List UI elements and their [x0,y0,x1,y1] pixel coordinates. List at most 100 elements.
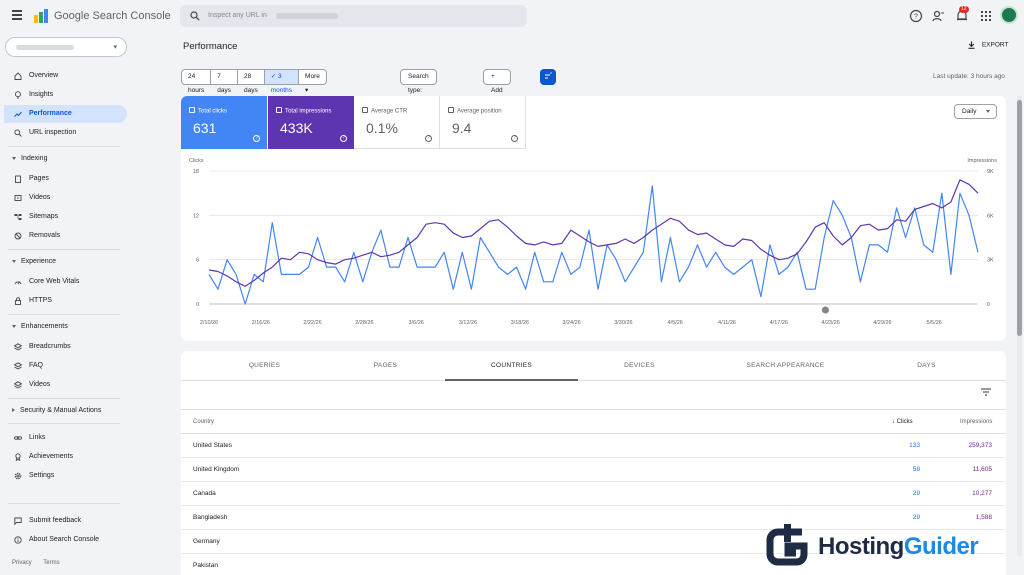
terms-link[interactable]: Terms [43,560,60,566]
x-tick-label: 2/16/26 [252,320,270,326]
sidebar-item-label: Removals [29,232,61,239]
range-7-days[interactable]: 7 days [211,70,238,94]
sidebar-item-insights[interactable]: Insights [4,86,127,104]
divider [8,146,120,147]
table-row[interactable]: United Kingdom 58 11,605 [181,458,1006,482]
tab-days[interactable]: DAYS [917,362,936,369]
scrollbar-thumb[interactable] [1017,100,1022,336]
checkbox-unchecked-icon [448,107,454,113]
watermark-text: HostingGuider [818,533,979,561]
x-tick-label: 4/5/26 [668,320,683,326]
right-tick-label: 0 [987,302,990,308]
checkbox-checked-icon [189,107,195,113]
table-row[interactable]: Bangladesh 29 1,588 [181,506,1006,530]
section-experience[interactable]: Experience [12,258,56,265]
sort-down-icon: ↓ [892,419,897,425]
sidebar-item-label: Videos [29,381,51,388]
section-security[interactable]: Security & Manual Actions [12,407,101,414]
table-row[interactable]: Pakistan [181,554,1006,575]
pages-icon [15,175,21,183]
sidebar-item-videos[interactable]: Videos [4,189,127,207]
sidebar-item-about[interactable]: About Search Console [4,531,127,549]
section-label: Security & Manual Actions [20,407,102,414]
sidebar-item-core-web-vitals[interactable]: Core Web Vitals [4,273,127,291]
metric-total-clicks[interactable]: Total clicks 631 ? [181,96,267,149]
table-row[interactable]: United States 133 259,373 [181,434,1006,458]
column-country[interactable]: Country [193,419,215,425]
column-clicks[interactable]: ↓ Clicks [892,419,913,425]
table-header: Country ↓ Clicks Impressions [181,409,1006,434]
trend-icon [14,111,22,117]
search-placeholder: Inspect any URL in [208,12,267,19]
metric-average-ctr[interactable]: Average CTR 0.1% ? [354,96,440,149]
reset-filters-button[interactable] [540,69,556,85]
privacy-link[interactable]: Privacy [12,560,32,566]
tab-devices[interactable]: DEVICES [624,362,655,369]
metric-label: Total impressions [285,108,332,115]
x-tick-label: 4/17/26 [770,320,788,326]
performance-line-chart[interactable]: Clicks Impressions 18 12 6 0 9K 6K 3K 0 2/10/2… [181,154,1006,334]
sidebar-item-settings[interactable]: Settings [4,467,127,485]
tab-pages[interactable]: PAGES [373,362,398,369]
sidebar-item-links[interactable]: Links [4,429,127,447]
menu-icon[interactable] [12,10,22,20]
sidebar-item-achievements[interactable]: Achievements [4,448,127,466]
sidebar-item-enh-videos[interactable]: Videos [4,376,127,394]
page-scrollbar[interactable] [1017,96,1022,556]
help-icon[interactable]: ? [511,135,518,142]
export-button[interactable]: EXPORT [968,41,1008,49]
range-24-hours[interactable]: 24 hours [182,70,212,94]
column-impressions[interactable]: Impressions [960,419,993,425]
sidebar-item-overview[interactable]: Overview [4,67,127,85]
help-icon[interactable]: ? [425,135,432,142]
search-icon [14,129,22,137]
range-3-months[interactable]: ✓ 3 months [264,70,300,94]
sidebar-item-url-inspection[interactable]: URL inspection [4,124,127,142]
sidebar-item-label: Insights [29,91,54,98]
add-filter-button[interactable]: + Add filter [483,69,512,108]
section-enhancements[interactable]: Enhancements [12,323,68,330]
help-icon[interactable]: ? [253,135,260,142]
x-tick-label: 4/29/26 [873,320,891,326]
help-icon[interactable]: ? [909,9,923,23]
sidebar: ▾ Overview Insights Performance URL insp… [0,32,132,575]
range-more[interactable]: More ▾ [299,70,326,94]
sidebar-item-faq[interactable]: FAQ [4,357,127,375]
sidebar-item-removals[interactable]: Removals [4,227,127,245]
chart-grid [209,170,978,305]
table-row[interactable]: Germany [181,530,1006,554]
x-axis-ticks: 2/10/26 2/16/26 2/22/26 2/28/26 3/6/26 3/12/2… [200,320,942,326]
cell-clicks: 29 [912,490,920,497]
sidebar-item-breadcrumbs[interactable]: Breadcrumbs [4,338,127,356]
section-indexing[interactable]: Indexing [12,155,47,162]
column-label: Clicks [896,419,913,425]
metric-total-impressions[interactable]: Total impressions 433K ? [268,96,354,149]
filter-rows-icon[interactable] [981,388,991,396]
tab-queries[interactable]: QUERIES [248,362,281,369]
sidebar-item-submit-feedback[interactable]: Submit feedback [4,512,127,530]
granularity-select[interactable]: Daily [954,104,997,119]
range-28-days[interactable]: 28 days [238,70,265,94]
tab-search-appearance[interactable]: SEARCH APPEARANCE [746,362,825,369]
check-icon: ✓ [270,73,278,80]
property-selector[interactable]: ▾ [5,37,127,57]
search-type-filter[interactable]: Search type: Web ▾ [400,69,437,108]
sidebar-item-https[interactable]: HTTPS [4,292,127,310]
url-inspect-search[interactable]: Inspect any URL in [180,5,527,27]
metric-average-position[interactable]: Average position 9.4 ? [440,96,526,149]
account-avatar[interactable] [1000,6,1018,24]
layers-icon [14,381,22,389]
hostingguider-logo [766,524,808,566]
help-icon[interactable]: ? [340,135,347,142]
sidebar-item-performance[interactable]: Performance [4,105,127,123]
sidebar-item-sitemaps[interactable]: Sitemaps [4,208,127,226]
sidebar-item-pages[interactable]: Pages [4,170,127,188]
cell-country: Canada [193,490,216,497]
layers-icon [14,343,22,351]
tab-countries[interactable]: COUNTRIES [445,351,578,381]
table-row[interactable]: Canada 29 10,277 [181,482,1006,506]
caret-down-icon [986,110,990,113]
annotation-marker[interactable] [821,306,829,314]
apps-grid-icon[interactable] [979,9,993,23]
manage-users-icon[interactable] [931,9,945,23]
